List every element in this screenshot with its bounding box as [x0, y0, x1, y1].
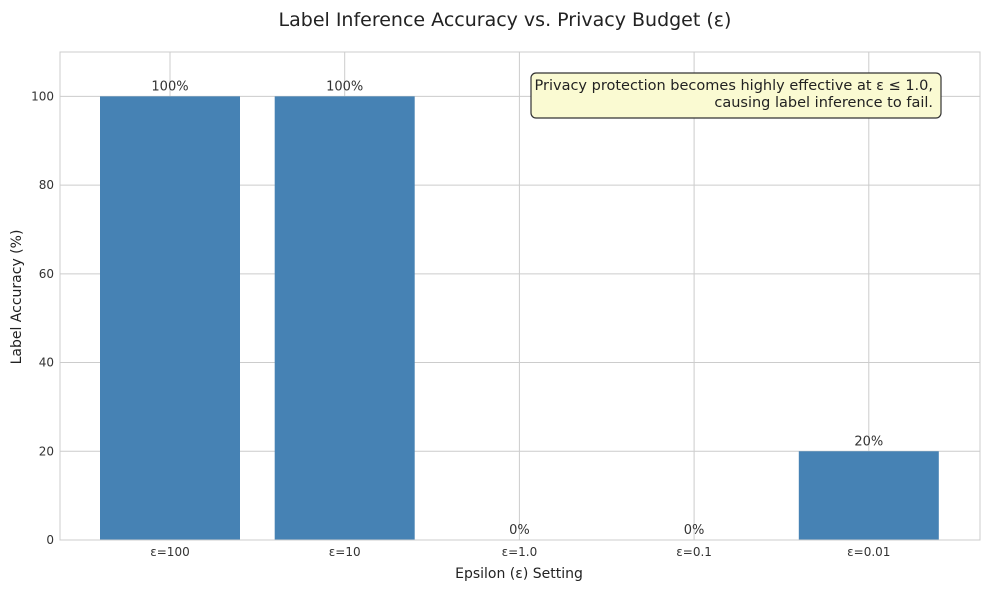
y-axis-label: Label Accuracy (%)	[9, 230, 25, 365]
y-tick-labels: 0 20 40 60 80 100	[31, 89, 54, 547]
x-tick-label: ε=10	[329, 545, 361, 559]
x-tick-label: ε=100	[150, 545, 189, 559]
x-tick-label: ε=0.01	[847, 545, 890, 559]
data-labels: 100% 100% 0% 0% 20%	[151, 79, 883, 538]
chart-title: Label Inference Accuracy vs. Privacy Bud…	[279, 9, 732, 31]
y-tick-label: 40	[39, 356, 54, 370]
y-tick-label: 80	[39, 178, 54, 192]
bar-value-label: 0%	[684, 523, 705, 538]
x-axis-label: Epsilon (ε) Setting	[455, 566, 583, 582]
plot-frame	[59, 51, 981, 541]
bar	[100, 96, 240, 540]
bar-value-label: 100%	[151, 79, 188, 94]
bar-value-label: 0%	[509, 523, 530, 538]
bar	[798, 451, 939, 540]
bar-value-label: 100%	[326, 79, 363, 94]
y-tick-label: 0	[46, 533, 54, 547]
y-tick-label: 60	[39, 267, 54, 281]
x-tick-labels: ε=100 ε=10 ε=1.0 ε=0.1 ε=0.01	[150, 545, 890, 559]
y-tick-label: 100	[31, 89, 54, 103]
bar	[274, 96, 415, 540]
x-tick-label: ε=0.1	[676, 545, 712, 559]
y-tick-label: 20	[39, 444, 54, 458]
annotation-box: Privacy protection becomes highly effect…	[530, 72, 942, 119]
annotation-line-1: Privacy protection becomes highly effect…	[535, 78, 933, 94]
annotation-background	[530, 72, 942, 119]
bars	[100, 96, 939, 540]
x-tick-label: ε=1.0	[502, 545, 538, 559]
annotation-line-2: causing label inference to fail.	[714, 95, 933, 111]
bar-value-label: 20%	[854, 434, 883, 449]
